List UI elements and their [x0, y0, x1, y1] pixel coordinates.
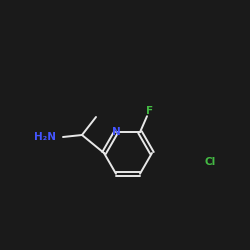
Text: H₂N: H₂N: [34, 132, 56, 142]
Text: Cl: Cl: [204, 157, 216, 167]
Text: N: N: [112, 127, 120, 137]
Text: F: F: [146, 106, 154, 116]
